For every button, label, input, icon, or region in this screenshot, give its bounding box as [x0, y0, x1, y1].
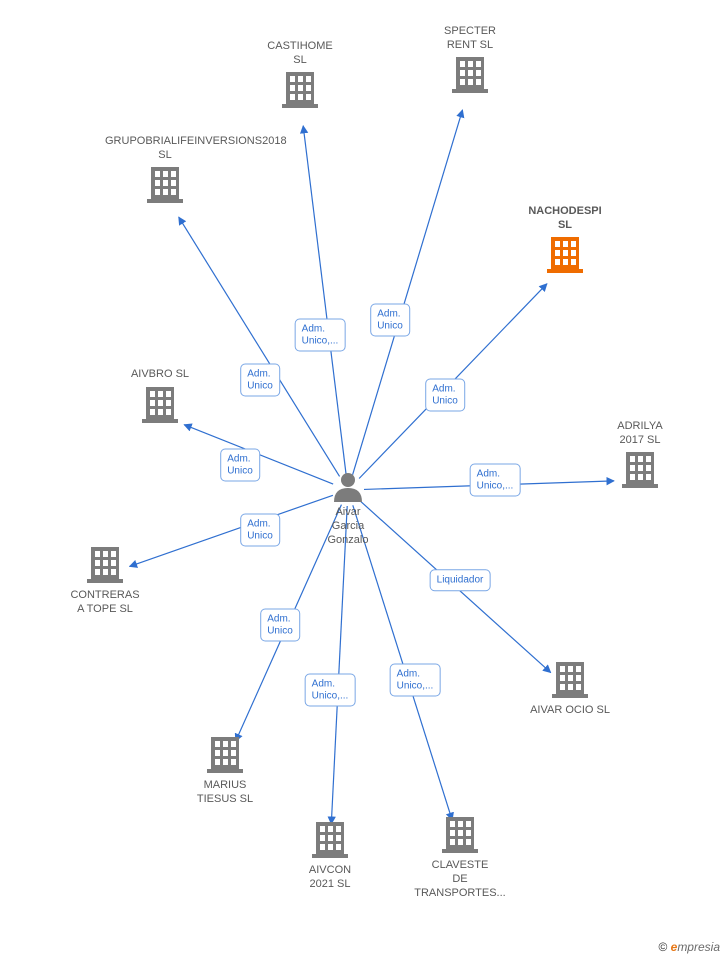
edge — [184, 425, 333, 484]
edge — [179, 217, 340, 476]
company-node-icon[interactable] — [622, 452, 658, 488]
network-canvas — [0, 0, 728, 960]
brand-rest: mpresia — [677, 940, 720, 954]
person-node-icon[interactable] — [334, 473, 362, 502]
edge — [359, 284, 547, 479]
copyright-symbol: © — [658, 940, 667, 954]
edge — [130, 495, 333, 566]
edge — [360, 501, 551, 673]
edge — [303, 126, 346, 474]
company-node-icon[interactable] — [147, 167, 183, 203]
company-node-icon[interactable] — [442, 817, 478, 853]
company-node-icon[interactable] — [552, 662, 588, 698]
company-node-icon[interactable] — [207, 737, 243, 773]
company-node-icon[interactable] — [282, 72, 318, 108]
edge — [353, 110, 463, 475]
company-node-icon[interactable] — [142, 387, 178, 423]
company-node-icon[interactable] — [452, 57, 488, 93]
company-node-icon[interactable] — [87, 547, 123, 583]
edge — [364, 481, 614, 490]
edge — [331, 506, 347, 824]
company-node-icon[interactable] — [312, 822, 348, 858]
copyright-footer: © empresia — [658, 940, 720, 954]
edge — [353, 505, 452, 820]
edge — [236, 505, 342, 742]
company-node-icon[interactable] — [547, 237, 583, 273]
